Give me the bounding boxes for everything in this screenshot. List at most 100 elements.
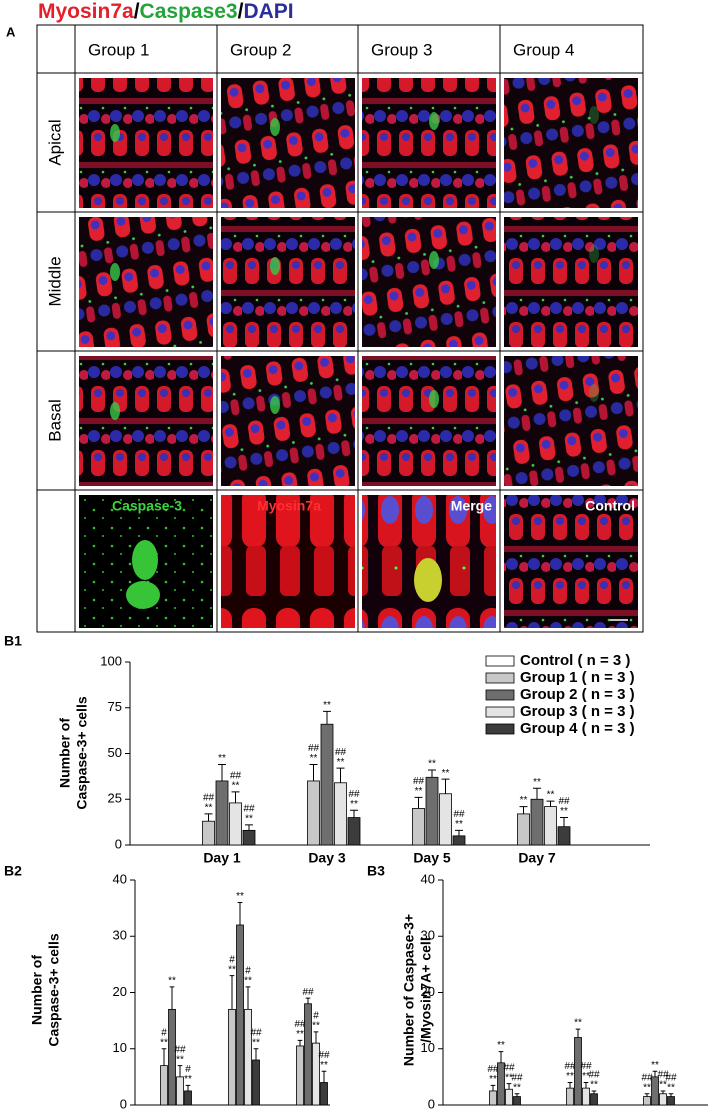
significance-mark: ** [428, 759, 436, 770]
micrograph-highlight [270, 257, 280, 275]
bar [215, 780, 229, 846]
legend-label: Group 3 ( n = 3 ) [520, 703, 635, 720]
bar [228, 1008, 236, 1106]
significance-mark: ** [533, 777, 541, 788]
bar [489, 1090, 497, 1106]
significance-mark: ** [566, 1071, 574, 1082]
significance-mark: ** [236, 891, 244, 902]
significance-mark: ** [547, 790, 555, 801]
y-tick-label: 30 [113, 928, 127, 943]
error-bar [533, 787, 541, 800]
error-bar [668, 1093, 674, 1097]
figure-title: Myosin7a/Caspase3/DAPI [38, 0, 294, 23]
significance-mark: ** [218, 753, 226, 764]
significance-mark: ## [580, 1061, 592, 1072]
y-tick-label: 75 [108, 699, 122, 714]
significance-mark: ** [505, 1072, 513, 1083]
micrograph [221, 356, 355, 486]
error-bar [652, 1070, 658, 1077]
significance-mark: ** [337, 757, 345, 768]
significance-mark: ** [168, 976, 176, 987]
error-bar [245, 824, 253, 831]
column-header: Group 1 [88, 40, 149, 59]
micrograph-highlight [110, 124, 120, 142]
significance-mark: ** [497, 1040, 505, 1051]
significance-mark: ** [489, 1074, 497, 1085]
y-axis-label: /Myosin7A+ cell [418, 937, 434, 1042]
significance-mark: ** [651, 1060, 659, 1071]
error-bar [336, 767, 345, 783]
micrograph-highlight [429, 112, 439, 130]
bar [236, 924, 244, 1106]
title-part: Caspase3 [140, 0, 238, 23]
significance-mark: ** [205, 803, 213, 814]
legend-swatch [485, 706, 515, 718]
micrograph [504, 356, 638, 486]
error-bar [644, 1093, 650, 1097]
significance-mark: ## [487, 1064, 499, 1075]
significance-mark: ** [667, 1082, 675, 1093]
panel-label: B3 [367, 863, 385, 879]
significance-mark: ## [665, 1072, 677, 1083]
y-tick-label: 40 [113, 871, 127, 886]
significance-mark: # [185, 1064, 191, 1075]
bar [439, 793, 452, 846]
error-bar [231, 791, 240, 803]
bar [425, 776, 439, 846]
micrograph-label: Control [585, 498, 635, 514]
y-tick-label: 10 [113, 1040, 127, 1055]
legend-label: Group 4 ( n = 3 ) [520, 720, 635, 737]
significance-mark: ** [582, 1071, 590, 1082]
significance-mark: ## [308, 743, 320, 754]
significance-mark: ## [318, 1050, 330, 1061]
bar [505, 1088, 513, 1106]
bar [304, 1003, 312, 1106]
error-bar [169, 986, 175, 1010]
error-bar [560, 817, 568, 827]
bar [320, 723, 334, 846]
significance-mark: ## [657, 1070, 669, 1081]
y-tick-label: 20 [421, 984, 435, 999]
bar [452, 835, 466, 846]
panel-label: B1 [4, 633, 22, 649]
error-bar [441, 778, 450, 794]
significance-mark: ## [302, 987, 314, 998]
panel-a: A Group 1 Group 2 Group 3 Group 4 Apical Middl… [6, 24, 644, 633]
significance-mark: ## [503, 1062, 515, 1073]
micrograph [221, 495, 355, 628]
bar [412, 808, 425, 846]
significance-mark: ** [312, 1021, 320, 1032]
bar [244, 1008, 252, 1106]
error-bar [428, 769, 436, 778]
micrograph-highlight [270, 118, 280, 136]
micrograph-highlight [110, 263, 120, 281]
bar [242, 829, 256, 846]
micrograph [362, 78, 496, 208]
significance-mark: # [313, 1011, 319, 1022]
error-bar [185, 1084, 191, 1091]
y-tick-label: 50 [108, 745, 122, 760]
significance-mark: ** [455, 819, 463, 830]
y-axis-label: Number of [57, 718, 73, 788]
significance-mark: ** [184, 1074, 192, 1085]
error-bar [455, 829, 463, 836]
error-bar [229, 975, 235, 1010]
significance-mark: ** [350, 799, 358, 810]
micrograph [79, 217, 213, 347]
bar [590, 1093, 598, 1106]
micrograph-highlight [589, 384, 599, 402]
significance-mark: ** [252, 1037, 260, 1048]
row-header: Apical [45, 119, 64, 165]
error-bar [161, 1048, 167, 1066]
error-bar [253, 1048, 259, 1060]
error-bar [546, 800, 555, 807]
micrograph [221, 217, 355, 347]
error-bar [204, 813, 213, 822]
y-tick-label: 40 [421, 871, 435, 886]
significance-mark: ## [203, 793, 215, 804]
y-tick-label: 0 [428, 1096, 435, 1111]
column-header: Group 3 [371, 40, 432, 59]
bar [667, 1096, 675, 1106]
